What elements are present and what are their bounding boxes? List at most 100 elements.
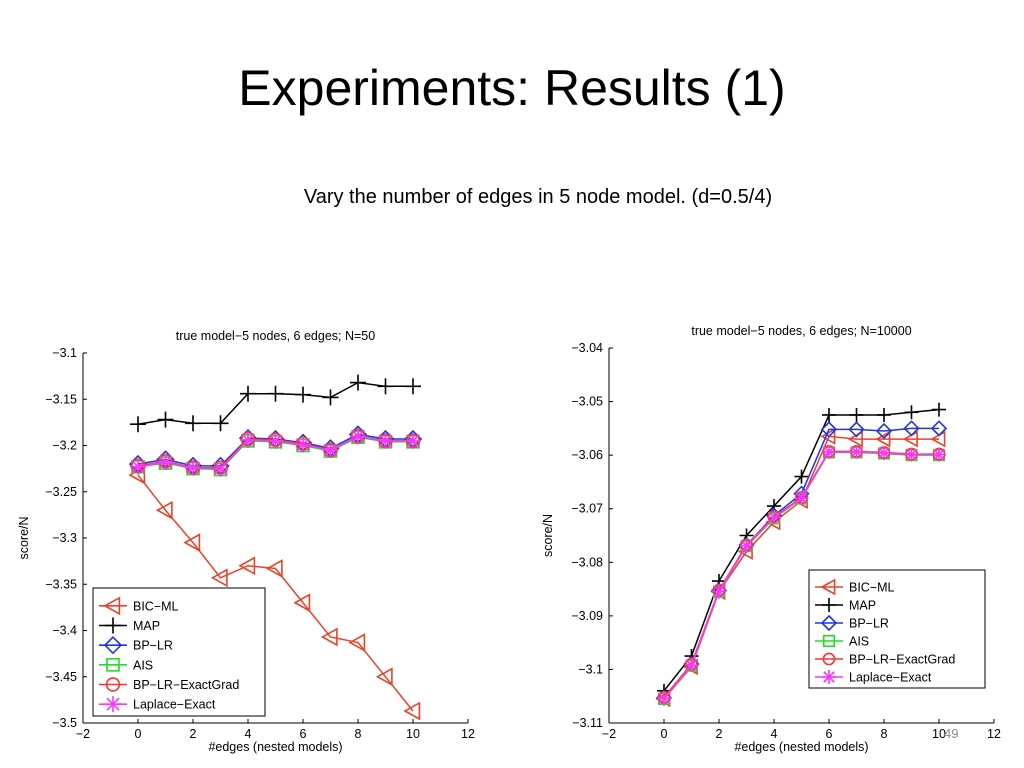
- x-tick-label: 2: [716, 727, 723, 741]
- x-tick-label: 8: [881, 727, 888, 741]
- legend-marker: [103, 636, 123, 655]
- x-tick-label: 12: [461, 727, 475, 741]
- legend: BIC−ML MAP BP−LR AIS BP−LR−ExactGrad Laplace−…: [808, 569, 986, 689]
- x-tick-label: 0: [135, 727, 142, 741]
- legend-marker: [106, 658, 120, 672]
- data-point: [130, 416, 146, 433]
- data-point: [877, 446, 891, 460]
- data-point: [212, 460, 229, 477]
- x-tick-label: −2: [76, 727, 90, 741]
- legend-label: MAP: [133, 619, 160, 633]
- data-point: [350, 374, 366, 391]
- legend-marker: [105, 617, 121, 634]
- data-point: [875, 430, 891, 448]
- x-tick-label: −2: [602, 727, 616, 741]
- chart-right: true model−5 nodes, 6 edges; N=10000 −2 0 2…: [541, 324, 1001, 754]
- series-bic-ml: [128, 465, 421, 721]
- y-tick-label: −3.07: [571, 502, 603, 516]
- legend: BIC−ML MAP BP−LR AIS BP−LR−ExactGrad Laplace−…: [92, 587, 266, 717]
- data-point: [739, 538, 754, 553]
- data-point: [348, 633, 366, 652]
- data-point: [295, 386, 311, 403]
- data-point: [849, 444, 864, 459]
- data-point: [293, 593, 311, 613]
- data-point: [403, 701, 421, 721]
- data-point: [212, 415, 229, 432]
- data-point: [210, 568, 228, 588]
- series-line: [137, 474, 414, 712]
- legend-label: AIS: [133, 658, 153, 672]
- data-point: [932, 402, 946, 417]
- x-tick-label: 12: [987, 727, 1001, 741]
- legend-marker: [820, 614, 838, 632]
- legend-item: BP−LR: [99, 636, 173, 655]
- legend-item: AIS: [815, 635, 869, 649]
- data-point: [794, 469, 809, 484]
- y-tick-label: −3.09: [571, 609, 603, 623]
- data-point: [240, 431, 256, 448]
- legend-item: BIC−ML: [99, 596, 179, 616]
- x-tick-label: 4: [771, 727, 778, 741]
- legend-item: BP−LR: [815, 614, 889, 632]
- data-point: [712, 584, 726, 599]
- legend-box: [808, 569, 986, 689]
- legend-label: BIC−ML: [849, 581, 895, 595]
- series-laplace-exact: [130, 428, 421, 477]
- data-point: [185, 459, 201, 476]
- data-point: [377, 378, 394, 395]
- data-point: [794, 491, 809, 505]
- y-tick-label: −3.11: [572, 716, 603, 730]
- legend-marker: [105, 677, 121, 692]
- data-point: [185, 415, 201, 432]
- x-tick-label: 6: [826, 727, 833, 741]
- data-point: [350, 428, 366, 445]
- x-axis-label: #edges (nested models): [208, 740, 342, 754]
- legend-label: AIS: [849, 635, 869, 649]
- y-tick-label: −3.05: [571, 395, 603, 409]
- legend-item: BP−LR−ExactGrad: [99, 677, 239, 692]
- legend-marker: [105, 696, 121, 713]
- data-point: [238, 556, 256, 576]
- data-point: [904, 405, 919, 420]
- x-tick-label: 10: [406, 727, 420, 741]
- x-tick-label: 10: [932, 727, 946, 741]
- legend-item: MAP: [99, 617, 160, 634]
- data-point: [903, 420, 920, 437]
- y-tick-label: −3.4: [52, 624, 77, 638]
- data-point: [375, 667, 393, 687]
- legend-item: AIS: [99, 658, 153, 672]
- y-axis-label: score/N: [17, 516, 31, 559]
- legend-item: MAP: [815, 598, 876, 613]
- data-point: [822, 407, 836, 422]
- y-tick-label: −3.45: [45, 670, 77, 684]
- data-point: [183, 533, 201, 552]
- legend-marker: [822, 652, 836, 666]
- legend-label: BP−LR−ExactGrad: [849, 653, 955, 667]
- legend-item: BP−LR−ExactGrad: [815, 653, 955, 667]
- y-tick-label: −3.25: [45, 485, 77, 499]
- data-point: [848, 421, 865, 438]
- data-point: [295, 436, 311, 453]
- legend-marker: [822, 634, 836, 648]
- legend-box: [92, 587, 266, 717]
- y-axis-label: score/N: [541, 514, 555, 557]
- data-point: [322, 442, 339, 459]
- data-point: [322, 389, 339, 406]
- legend-label: MAP: [849, 599, 876, 613]
- data-point: [405, 378, 421, 395]
- legend-marker: [103, 596, 121, 616]
- data-point: [377, 432, 394, 449]
- legend-label: BP−LR: [133, 639, 173, 653]
- legend-label: BIC−ML: [133, 599, 179, 613]
- y-tick-label: −3.1: [578, 662, 603, 676]
- data-point: [265, 559, 283, 578]
- y-tick-label: −3.06: [571, 448, 603, 462]
- slide-subtitle: Vary the number of edges in 5 node model…: [303, 186, 773, 208]
- y-tick-label: −3.2: [52, 439, 77, 453]
- slide-title: Experiments: Results (1): [238, 60, 786, 116]
- data-point: [155, 500, 173, 520]
- x-tick-label: 8: [355, 727, 362, 741]
- y-tick-label: −3.15: [45, 392, 77, 406]
- legend-label: BP−LR: [849, 617, 889, 631]
- data-point: [932, 447, 946, 462]
